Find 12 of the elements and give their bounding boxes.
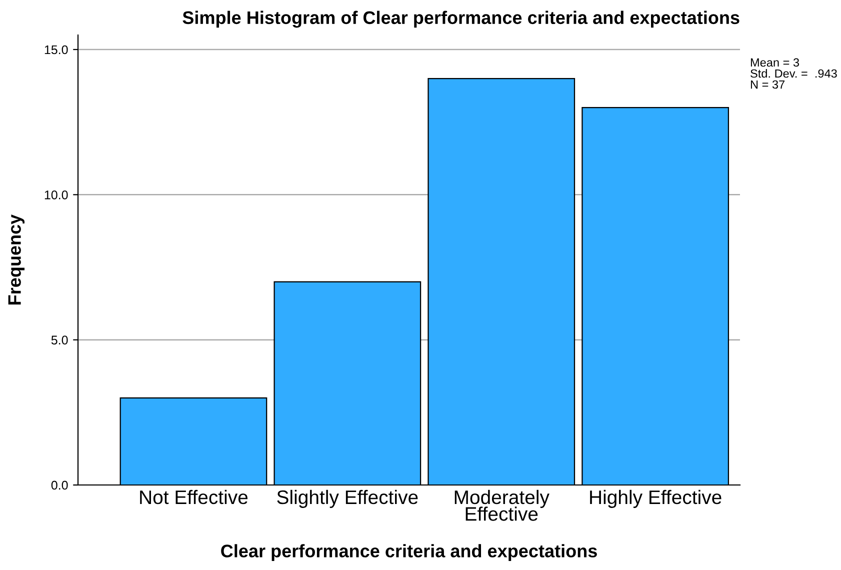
y-tick-label: 15.0 [44,45,68,54]
text: Mean = 3 Std. Dev. = .943 N = 37 [750,58,837,89]
y-tick-label: 5.0 [51,336,68,344]
x-tick-label: Not Effective [140,490,248,504]
x-tick-label: Slightly Effective [277,490,418,508]
x-tick-label: Highly Effective [590,490,722,508]
y-axis-title: Frequency [8,214,25,304]
x-tick-label: Moderately Effective [454,490,550,521]
y-tick-label: 0.0 [51,480,68,490]
chart-title: Simple Histogram of Clear performance criteria and expectations [182,10,740,28]
y-tick-label: 10.0 [44,190,68,200]
x-axis-title: Clear performance criteria and expectations [221,544,597,561]
